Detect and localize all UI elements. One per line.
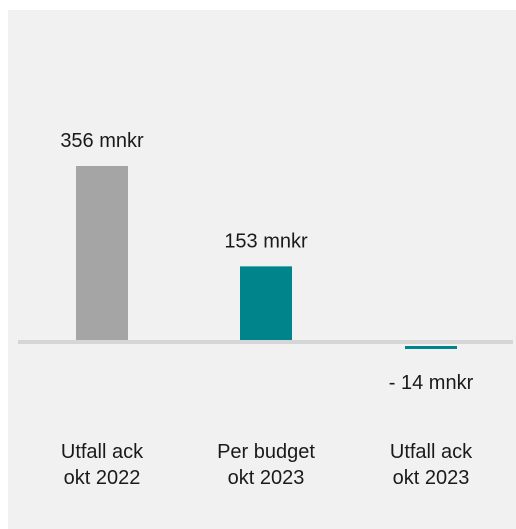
category-label-2-line-2: okt 2023 (228, 467, 305, 489)
category-label-3-line-2: okt 2023 (393, 467, 470, 489)
data-label-3: - 14 mnkr (389, 372, 474, 394)
bar-2 (240, 266, 292, 342)
data-label-2: 153 mnkr (224, 230, 308, 252)
category-label-1-line-2: okt 2022 (64, 467, 141, 489)
category-label-1-line-1: Utfall ack (61, 441, 144, 463)
data-label-1: 356 mnkr (60, 130, 144, 152)
bar-3 (405, 346, 457, 349)
category-label-3-line-1: Utfall ack (390, 441, 473, 463)
bar-1 (76, 166, 128, 342)
category-label-2-line-1: Per budget (217, 441, 315, 463)
